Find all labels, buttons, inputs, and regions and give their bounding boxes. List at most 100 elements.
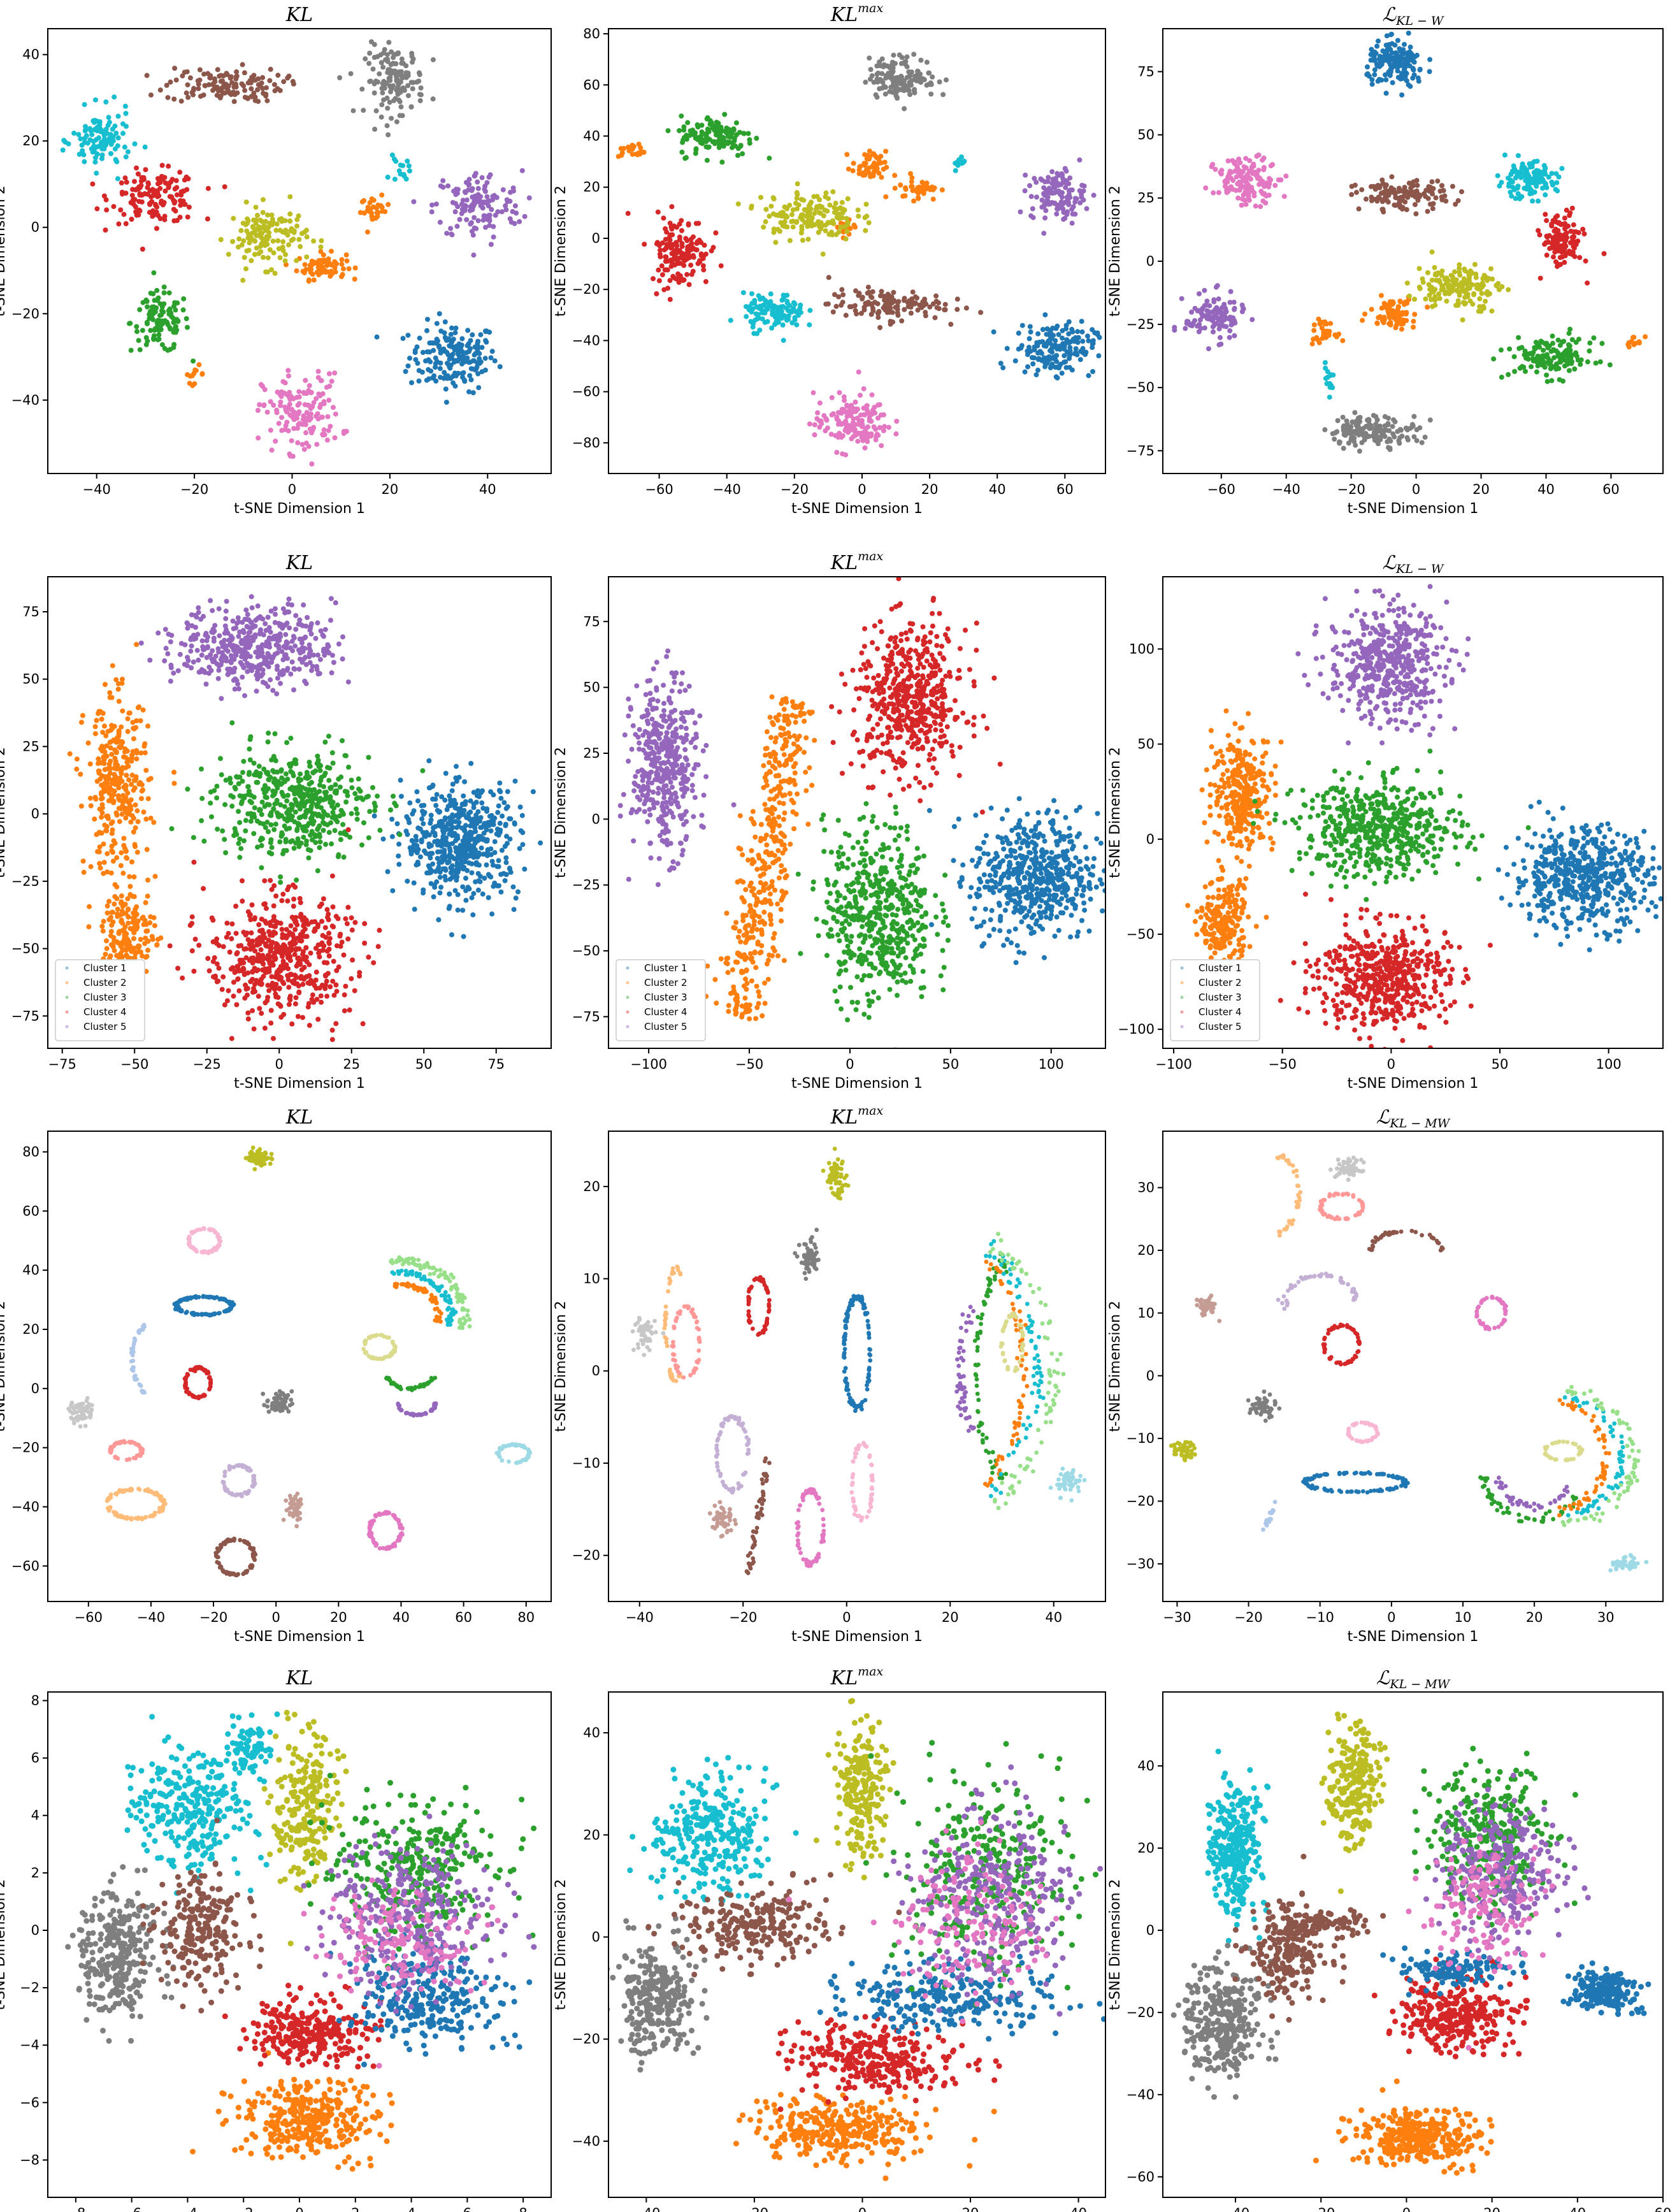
scatter-point [277,88,283,93]
scatter-point [455,806,460,812]
scatter-point [1530,352,1535,357]
scatter-point [897,77,903,83]
x-axis-label: t-SNE Dimension 1 [234,501,365,517]
scatter-point [182,201,188,207]
scatter-point [902,307,907,312]
scatter-point [1244,186,1250,192]
scatter-point [656,267,661,273]
scatter-point [1086,373,1091,379]
scatter-point [306,278,312,284]
scatter-point [1066,319,1072,324]
scatter-point [1391,417,1397,423]
scatter-point [480,891,486,897]
scatter-point [1559,166,1565,171]
scatter-point [105,122,111,128]
scatter-point [468,220,474,226]
scatter-point [255,212,260,218]
scatter-point [369,213,375,219]
scatter-point [339,257,345,263]
scatter-point [825,301,831,307]
scatter-point [452,888,458,893]
scatter-point [278,403,283,408]
scatter-point [264,98,270,104]
scatter-point [491,224,496,229]
scatter-point [108,745,113,751]
scatter-point [1400,321,1406,326]
scatter-point [1080,345,1086,351]
scatter-point [507,816,512,821]
scatter-point [1462,266,1467,272]
scatter-point [1403,425,1409,431]
scatter-point [1334,334,1339,340]
scatter-point [771,226,777,232]
scatter-point [1346,428,1352,433]
scatter-point [1044,358,1050,364]
scatter-point [731,126,737,132]
scatter-point [883,194,889,199]
scatter-point [459,802,465,807]
scatter-point [185,214,191,220]
scatter-point [1400,310,1406,315]
scatter-point [430,861,436,867]
scatter-point [475,179,480,185]
scatter-point [1562,363,1567,369]
scatter-point [1243,165,1249,171]
scatter-point [488,355,494,361]
scatter-point [294,268,299,273]
scatter-point [924,82,930,88]
scatter-point [157,87,163,93]
scatter-point [1457,262,1462,268]
scatter-point [1444,298,1450,304]
scatter-point [1239,196,1245,202]
scatter-point [167,306,173,312]
scatter-point [332,259,338,264]
scatter-point [1218,322,1223,328]
scatter-point [1477,304,1483,310]
scatter-point [465,844,471,850]
scatter-point [468,809,473,815]
scatter-point [1567,343,1573,349]
scatter-point [104,851,110,857]
scatter-point [433,361,438,366]
scatter-point [468,346,473,351]
scatter-point [287,451,292,457]
scatter-point [414,789,420,795]
scatter-point [482,189,488,194]
scatter-point [286,242,291,248]
scatter-point [865,155,871,161]
scatter-point [143,335,149,340]
scatter-point [359,86,365,92]
scatter-point [154,226,159,231]
scatter-point [484,806,490,812]
scatter-point [815,410,821,416]
scatter-point [401,85,407,91]
scatter-point [488,852,494,857]
scatter-point [1359,430,1365,435]
scatter-point [809,219,814,224]
scatter-point [686,282,692,287]
scatter-point [1396,185,1402,191]
scatter-point [1429,285,1434,290]
scatter-point [731,135,737,141]
scatter-point [110,126,115,132]
scatter-point [405,363,411,369]
x-tick-label: −40 [83,482,111,497]
scatter-point [1552,363,1558,369]
scatter-point [1203,185,1209,191]
scatter-point [426,785,432,791]
scatter-point [794,190,800,196]
scatter-point [440,866,446,872]
scatter-point [865,408,870,414]
scatter-point [1461,280,1467,286]
scatter-point [1033,372,1039,378]
scatter-point [207,75,213,80]
scatter-point [1511,163,1516,169]
scatter-point [695,239,700,245]
scatter-point [898,182,903,188]
scatter-point [1253,172,1258,178]
scatter-point [1377,196,1383,201]
scatter-point [1365,64,1370,69]
scatter-point [1454,281,1459,287]
scatter-point [502,844,508,849]
scatter-point [860,294,865,300]
